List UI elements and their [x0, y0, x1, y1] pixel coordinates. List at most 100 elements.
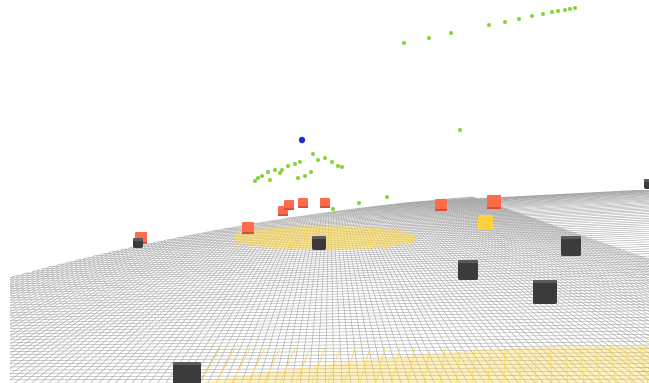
grid-line	[387, 191, 649, 383]
zone-line	[199, 347, 221, 383]
marker-shade	[242, 232, 254, 234]
grid-line	[10, 330, 649, 341]
grid-line	[10, 313, 649, 327]
grid-line	[408, 191, 649, 383]
trail-point	[357, 201, 361, 205]
marker-face	[242, 222, 254, 234]
grid-line	[390, 191, 649, 383]
zone-line	[289, 227, 293, 251]
trail-point	[336, 164, 340, 168]
zone-line	[382, 227, 385, 251]
marker-face	[320, 198, 330, 208]
zone-line	[579, 347, 585, 383]
grid-line	[431, 191, 649, 383]
trail-point	[331, 207, 335, 211]
zone-line	[624, 347, 633, 383]
orange-marker	[487, 195, 501, 209]
orange-markers	[135, 195, 501, 244]
grid-line	[10, 266, 649, 288]
trail-point	[563, 8, 567, 12]
yellow-goal	[478, 215, 493, 230]
trail-point	[303, 174, 307, 178]
marker-shade	[435, 209, 447, 211]
obstacle-top	[644, 179, 649, 182]
grid-line	[450, 191, 649, 383]
orange-marker	[320, 198, 330, 208]
zone-line	[247, 347, 266, 383]
trail-point	[517, 17, 521, 21]
zone-line	[295, 347, 311, 383]
trail-point	[427, 36, 431, 40]
obstacle-face	[312, 236, 326, 250]
trail-point	[278, 171, 282, 175]
grid-line	[458, 191, 649, 383]
obstacle-top	[533, 280, 557, 283]
grid-line	[10, 241, 649, 267]
trail-point	[280, 168, 284, 172]
grid-line	[354, 191, 470, 383]
goal-cube	[478, 215, 493, 230]
marker-shade	[298, 206, 308, 208]
grid-line	[10, 371, 649, 374]
marker-face	[284, 200, 294, 210]
blue-agent	[298, 136, 306, 144]
orange-marker	[298, 198, 308, 208]
grid-line	[10, 248, 649, 273]
zone-line	[279, 347, 296, 383]
trail-point	[402, 41, 406, 45]
dark-obstacle	[458, 260, 478, 280]
grid-line	[452, 191, 649, 383]
grid-line	[10, 307, 649, 321]
grid-line	[429, 191, 649, 383]
trail-point	[568, 7, 572, 11]
obstacle-top	[133, 238, 143, 241]
grid-line	[367, 191, 542, 383]
grid-line	[99, 191, 289, 383]
grid-line	[10, 260, 649, 283]
trail-point	[311, 152, 315, 156]
grid-line	[440, 191, 649, 383]
zone-line	[423, 347, 431, 383]
zone-line	[327, 347, 341, 383]
trail-point	[260, 174, 264, 178]
zone-line	[231, 347, 251, 383]
grid-line	[10, 359, 649, 365]
trail-point	[340, 165, 344, 169]
grid-line	[10, 243, 649, 269]
grid-line	[10, 250, 649, 275]
grid-line	[10, 337, 649, 347]
trail-point	[323, 156, 327, 160]
grid-line	[10, 378, 649, 381]
zone-line	[375, 347, 386, 383]
trail-point	[385, 195, 389, 199]
obstacle-top	[312, 236, 326, 239]
zone-line	[503, 347, 506, 383]
highlight-zone-near	[199, 345, 649, 383]
dark-obstacle	[173, 362, 201, 383]
grid-line	[10, 316, 649, 330]
grid-line	[351, 191, 452, 383]
trail-point	[298, 160, 302, 164]
grid-line	[455, 191, 649, 383]
grid-line	[10, 327, 649, 338]
grid-line	[358, 191, 488, 383]
grid-line	[10, 246, 649, 271]
zone-line	[439, 347, 446, 383]
zone-line	[311, 347, 326, 383]
grid-line	[10, 274, 649, 294]
orange-marker	[435, 199, 447, 211]
dark-obstacle	[644, 179, 649, 189]
grid-line	[10, 268, 649, 290]
trail-point	[316, 158, 320, 162]
zone-line	[215, 347, 236, 383]
orange-marker	[284, 200, 294, 210]
grid-line	[10, 341, 649, 349]
zone-line	[391, 347, 401, 383]
grid-line	[442, 191, 649, 383]
zone-line	[609, 347, 617, 383]
zone-line	[235, 227, 241, 251]
trail-point	[458, 128, 462, 132]
obstacle-top	[561, 236, 581, 239]
